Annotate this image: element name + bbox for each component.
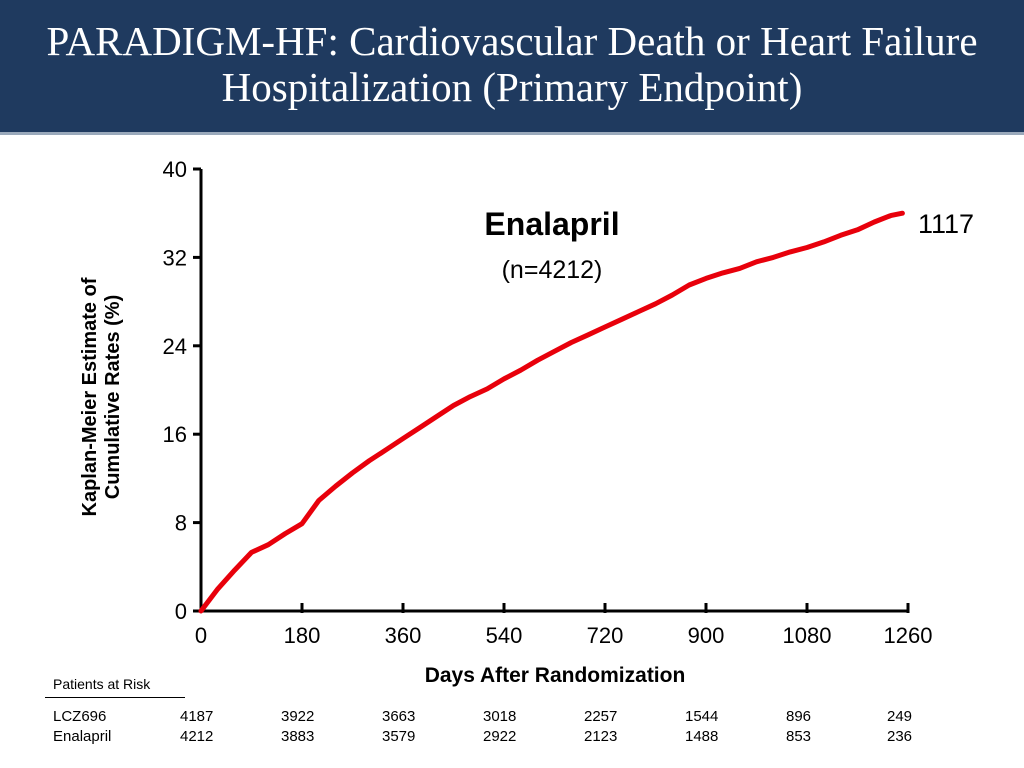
risk-row-value: 3922 [281,708,315,725]
x-tick-label: 180 [284,623,321,648]
y-axis-title: Kaplan-Meier Estimate of Cumulative Rate… [79,277,124,517]
risk-row-value: 2123 [584,728,618,745]
risk-row-value: 236 [887,728,913,745]
risk-table-row: Enalapril 4212 3883 3579 2922 2123 1488 853 236 [0,728,1024,746]
risk-row-value: 1544 [685,708,719,725]
annotation-arm-name: Enalapril [484,206,620,242]
y-tick-label: 40 [163,157,187,182]
y-tick-label: 8 [175,511,187,536]
y-tick-label: 32 [163,245,187,270]
x-tick-label: 720 [587,623,624,648]
chart-axes [199,169,908,613]
y-tick-label: 24 [163,334,187,359]
risk-row-value: 4212 [180,728,214,745]
risk-row-value: 3579 [382,728,416,745]
risk-table-row: LCZ696 4187 3922 3663 3018 2257 1544 896 249 [0,708,1024,726]
curve-end-label: 1117 [918,209,975,239]
risk-row-value: 249 [887,708,913,725]
risk-row-value: 4187 [180,708,214,725]
y-tick-label: 0 [175,599,187,624]
risk-row-value: 896 [786,708,812,725]
risk-row-value: 3663 [382,708,416,725]
slide-title: PARADIGM-HF: Cardiovascular Death or Hea… [46,18,978,110]
risk-table-title: Patients at Risk [53,676,151,692]
risk-row-value: 853 [786,728,812,745]
chart-series [198,210,905,614]
x-tick-label: 1260 [884,623,933,648]
x-axis-title: Days After Randomization [424,664,686,687]
risk-row-value: 1488 [685,728,719,745]
title-banner [0,0,1024,132]
x-tick-label: 1080 [783,623,832,648]
title-banner-rule [0,132,1024,135]
risk-row-value: 3018 [483,708,517,725]
chart-ticks: 0 8 16 24 32 40 0 180 360 540 720 900 1080 1260 [163,157,933,648]
series-line-enalapril [198,210,905,614]
risk-row-value: 3883 [281,728,315,745]
x-tick-label: 360 [385,623,422,648]
x-tick-label: 0 [195,623,207,648]
risk-table-rule [45,697,185,698]
x-tick-label: 540 [486,623,523,648]
risk-row-value: 2257 [584,708,618,725]
risk-row-label: LCZ696 [53,708,107,725]
risk-row-label: Enalapril [53,728,112,745]
risk-row-value: 2922 [483,728,517,745]
annotation-arm-count: (n=4212) [501,256,603,284]
x-tick-label: 900 [688,623,725,648]
y-tick-label: 16 [163,422,187,447]
